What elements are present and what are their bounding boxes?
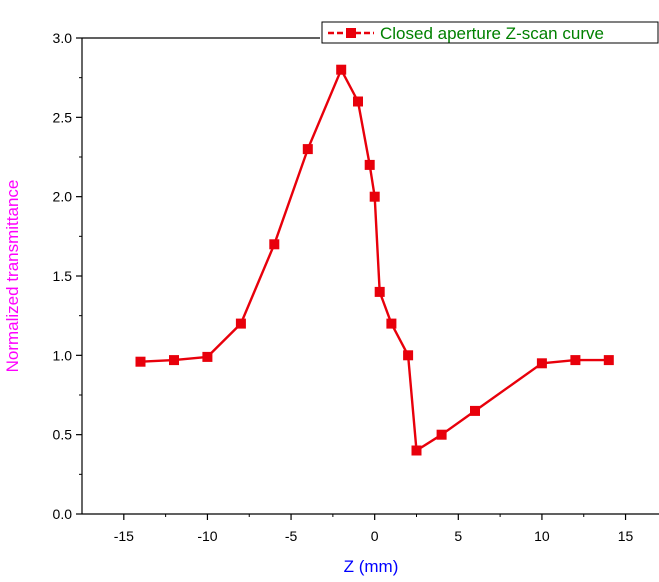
y-tick-label: 2.0: [53, 189, 73, 205]
legend-marker-sample: [346, 28, 356, 38]
data-point-marker: [336, 64, 347, 75]
y-axis-title: Normalized transmittance: [3, 180, 22, 373]
legend-box: [321, 21, 659, 44]
x-tick-label: 0: [371, 528, 379, 544]
data-point-marker: [374, 286, 385, 297]
data-point-marker: [169, 355, 179, 366]
data-point-marker: [202, 351, 213, 362]
data-point-marker: [436, 429, 447, 440]
x-tick-label: 10: [534, 528, 550, 544]
x-axis-title: Z (mm): [344, 557, 399, 576]
data-point-marker: [570, 355, 581, 366]
data-point-marker: [353, 96, 363, 107]
data-point-marker: [470, 405, 480, 416]
y-tick-label: 0.0: [53, 506, 73, 522]
data-point-marker: [386, 318, 397, 329]
data-point-marker: [403, 350, 414, 361]
data-point-marker: [536, 358, 547, 369]
data-point-marker: [235, 318, 246, 329]
x-tick-label: 15: [618, 528, 634, 544]
x-ticks: -15 -10 -5 0 5 10 15: [114, 514, 634, 544]
axes: [81, 37, 659, 515]
x-tick-label: -5: [285, 528, 298, 544]
y-tick-label: 1.5: [53, 268, 73, 284]
data-point-marker: [364, 159, 375, 170]
data-point-marker: [269, 239, 280, 250]
legend-label: Closed aperture Z-scan curve: [380, 24, 604, 43]
series-line: [140, 68, 609, 452]
x-tick-label: -15: [114, 528, 134, 544]
x-tick-label: 5: [454, 528, 462, 544]
series-markers: [135, 64, 614, 456]
data-point-marker: [411, 445, 422, 456]
data-point-marker: [369, 191, 380, 202]
y-tick-label: 1.0: [53, 347, 73, 363]
y-tick-label: 2.5: [53, 109, 73, 125]
data-point-marker: [135, 356, 146, 367]
y-tick-label: 0.5: [53, 427, 73, 443]
data-point-marker: [603, 355, 614, 366]
y-ticks: 0.0 0.5 1.0 1.5 2.0 2.5 3.0: [53, 30, 82, 522]
legend: Closed aperture Z-scan curve: [321, 21, 659, 44]
y-tick-label: 3.0: [53, 30, 73, 46]
data-point-marker: [302, 144, 313, 155]
x-tick-label: -10: [197, 528, 217, 544]
